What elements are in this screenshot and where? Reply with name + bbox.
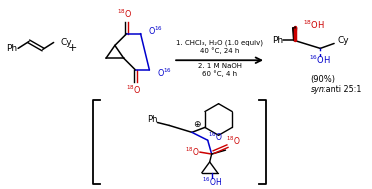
Text: ⊕: ⊕	[193, 120, 201, 129]
Text: Cy: Cy	[61, 38, 72, 47]
Text: 40 °C, 24 h: 40 °C, 24 h	[200, 47, 239, 54]
Text: O$^{16}$: O$^{16}$	[157, 67, 173, 79]
Text: syn: syn	[310, 85, 324, 94]
Text: $^{16}$OH: $^{16}$OH	[310, 54, 331, 67]
Text: Ph: Ph	[272, 36, 283, 45]
Text: $^{16}$O: $^{16}$O	[208, 131, 223, 143]
Text: $^{18}$O: $^{18}$O	[117, 8, 132, 20]
Text: 60 °C, 4 h: 60 °C, 4 h	[202, 71, 237, 77]
Polygon shape	[293, 28, 296, 40]
Text: $^{16}$OH: $^{16}$OH	[202, 176, 222, 188]
Text: $^{18}$O: $^{18}$O	[126, 84, 141, 96]
Text: Cy: Cy	[337, 36, 349, 45]
Text: $^{18}$O: $^{18}$O	[226, 135, 241, 147]
Text: 1. CHCl₃, H₂O (1.0 equiv): 1. CHCl₃, H₂O (1.0 equiv)	[176, 39, 263, 46]
Text: Ph: Ph	[6, 44, 17, 53]
Text: Ph: Ph	[147, 115, 157, 124]
Text: $^{18}$OH: $^{18}$OH	[304, 19, 325, 31]
Text: 2. 1 M NaOH: 2. 1 M NaOH	[198, 63, 241, 69]
Text: :anti 25:1: :anti 25:1	[323, 85, 362, 94]
Text: O$^{16}$: O$^{16}$	[148, 24, 164, 37]
Text: $^{18}$O: $^{18}$O	[185, 146, 199, 158]
Text: +: +	[68, 43, 77, 53]
Text: (90%): (90%)	[310, 75, 335, 84]
